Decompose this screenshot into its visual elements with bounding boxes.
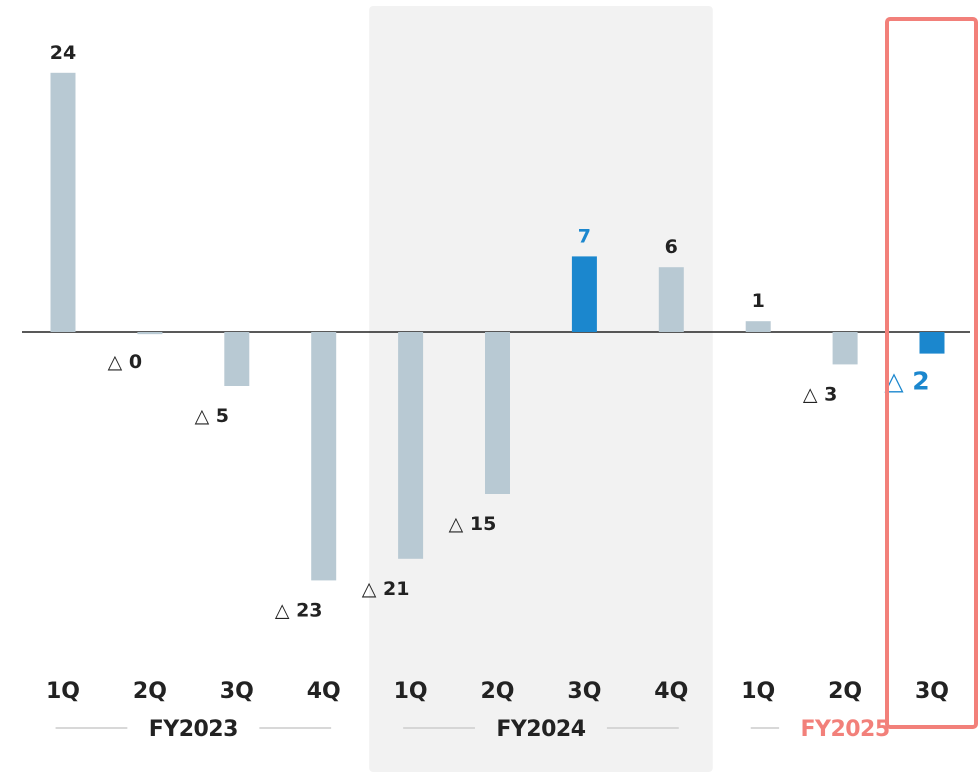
bar-6 <box>485 332 510 494</box>
bar-8 <box>658 267 684 332</box>
bar-1 <box>50 72 76 333</box>
bar-2 <box>137 332 163 335</box>
data-label-6: △ 15 <box>449 513 497 535</box>
data-label-11: △ 2 <box>884 367 929 396</box>
data-label-10: △ 3 <box>803 383 837 405</box>
data-label-1: 24 <box>50 42 76 64</box>
quarter-label-8: 4Q <box>654 679 688 704</box>
quarter-label-9: 1Q <box>741 679 775 704</box>
highlight-frame <box>885 17 978 729</box>
data-label-5: △ 21 <box>362 578 410 600</box>
data-label-4: △ 23 <box>275 599 323 621</box>
bar-10 <box>832 332 858 365</box>
fiscal-year-label-fy2025: FY2025 <box>800 717 889 742</box>
bar-5 <box>398 332 424 559</box>
data-label-8: 6 <box>665 236 678 258</box>
quarter-label-5: 1Q <box>394 679 428 704</box>
bar-4 <box>311 332 337 581</box>
quarter-label-11: 3Q <box>915 679 949 704</box>
data-label-7: 7 <box>578 225 591 247</box>
quarter-label-1: 1Q <box>46 679 80 704</box>
data-label-9: 1 <box>752 290 765 312</box>
quarter-label-7: 3Q <box>567 679 601 704</box>
quarter-label-6: 2Q <box>480 679 514 704</box>
bar-7 <box>571 256 597 332</box>
quarter-label-3: 3Q <box>220 679 254 704</box>
bar-3 <box>224 332 250 386</box>
shaded-band-fy2024 <box>369 6 713 772</box>
data-label-2: △ 0 <box>108 351 142 373</box>
bar-9 <box>745 321 771 332</box>
data-label-3: △ 5 <box>195 405 229 427</box>
fiscal-year-label-fy2024: FY2024 <box>496 717 585 742</box>
quarter-label-4: 4Q <box>307 679 341 704</box>
bar-11 <box>919 332 945 354</box>
quarter-label-10: 2Q <box>828 679 862 704</box>
fiscal-year-label-fy2023: FY2023 <box>149 717 238 742</box>
quarter-label-2: 2Q <box>133 679 167 704</box>
